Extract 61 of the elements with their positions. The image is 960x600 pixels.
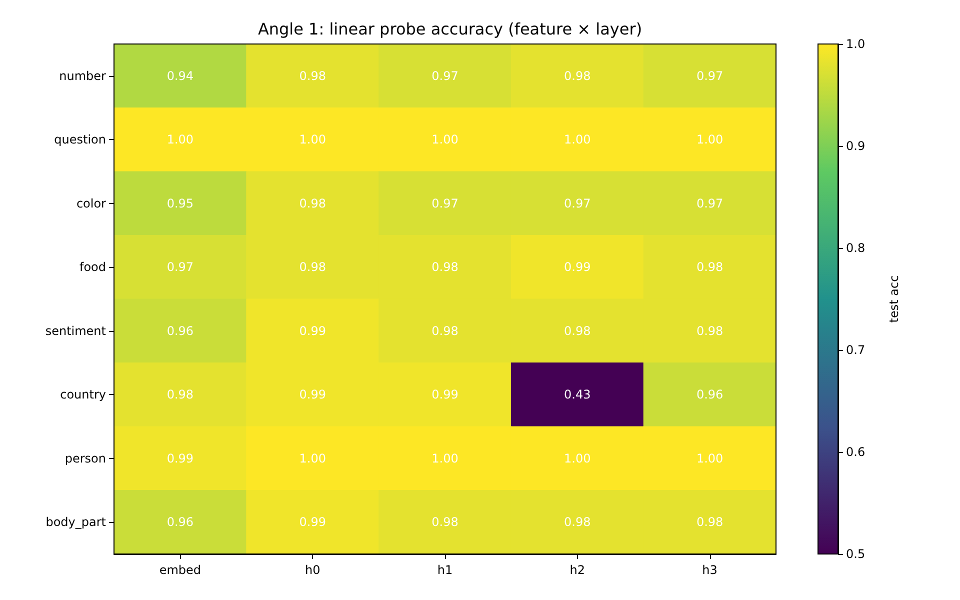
data-label: 0.96: [166, 324, 194, 338]
data-label: 0.94: [166, 68, 194, 83]
data-label: 0.97: [696, 68, 724, 83]
data-label: 0.97: [432, 196, 458, 210]
data-label: 0.98: [696, 324, 724, 338]
data-label: 0.96: [166, 515, 194, 530]
data-label: 0.98: [564, 68, 591, 83]
color-bar-label: 0.8: [846, 241, 866, 255]
data-label: 0.97: [166, 260, 194, 274]
data-label: 0.98: [564, 515, 591, 530]
data-label: 1.00: [696, 451, 724, 466]
data-label: 0.99: [299, 324, 326, 338]
data-label: 0.99: [564, 260, 591, 274]
y-tick-label: question: [54, 132, 106, 147]
data-label: 1.00: [166, 132, 194, 147]
data-label: 1.00: [299, 132, 326, 147]
color-bar-title: test acc: [887, 275, 901, 323]
data-label: 0.98: [432, 324, 458, 338]
data-label: 0.98: [696, 515, 724, 530]
data-label: 0.98: [299, 196, 326, 210]
chart-title: Angle 1: linear probe accuracy (feature × layer): [258, 20, 642, 38]
data-label: 0.98: [299, 260, 326, 274]
y-tick-label: number: [59, 68, 106, 83]
x-tick-label: h3: [702, 563, 718, 577]
data-label: 0.97: [564, 196, 591, 210]
data-label: 0.98: [696, 260, 724, 274]
color-bar-label: 0.7: [846, 343, 866, 357]
data-label: 0.98: [564, 324, 591, 338]
data-label: 0.97: [432, 68, 458, 83]
data-label: 1.00: [564, 451, 591, 466]
data-label: 0.98: [432, 260, 458, 274]
color-bar-label: 0.6: [846, 445, 866, 459]
color-bar-label: 1.0: [846, 37, 866, 51]
x-tick-label: h2: [570, 563, 586, 577]
data-label: 0.98: [166, 388, 194, 402]
x-tick-label: h1: [437, 563, 453, 577]
y-tick-label: body_part: [46, 515, 106, 530]
y-tick-label: sentiment: [45, 324, 106, 338]
data-label: 1.00: [564, 132, 591, 147]
data-label: 0.99: [166, 451, 194, 466]
data-label: 1.00: [432, 451, 458, 466]
data-label: 1.00: [696, 132, 724, 147]
x-tick-label: h0: [304, 563, 320, 577]
data-label: 1.00: [432, 132, 458, 147]
data-label: 0.98: [432, 515, 458, 530]
data-label: 0.99: [299, 515, 326, 530]
data-label: 0.96: [696, 388, 724, 402]
data-label: 0.98: [299, 68, 326, 83]
color-bar-label: 0.9: [846, 139, 866, 153]
y-tick-label: person: [64, 451, 106, 466]
data-label: 0.99: [432, 388, 458, 402]
y-tick-label: food: [79, 260, 106, 274]
y-tick-label: color: [76, 196, 106, 210]
data-label: 0.99: [299, 388, 326, 402]
data-label: 1.00: [299, 451, 326, 466]
x-tick-label: embed: [159, 563, 202, 577]
data-label: 0.95: [166, 196, 194, 210]
y-tick-label: country: [60, 388, 106, 402]
data-label: 0.97: [696, 196, 724, 210]
color-bar-label: 0.5: [846, 547, 866, 561]
data-label: 0.43: [564, 388, 591, 402]
